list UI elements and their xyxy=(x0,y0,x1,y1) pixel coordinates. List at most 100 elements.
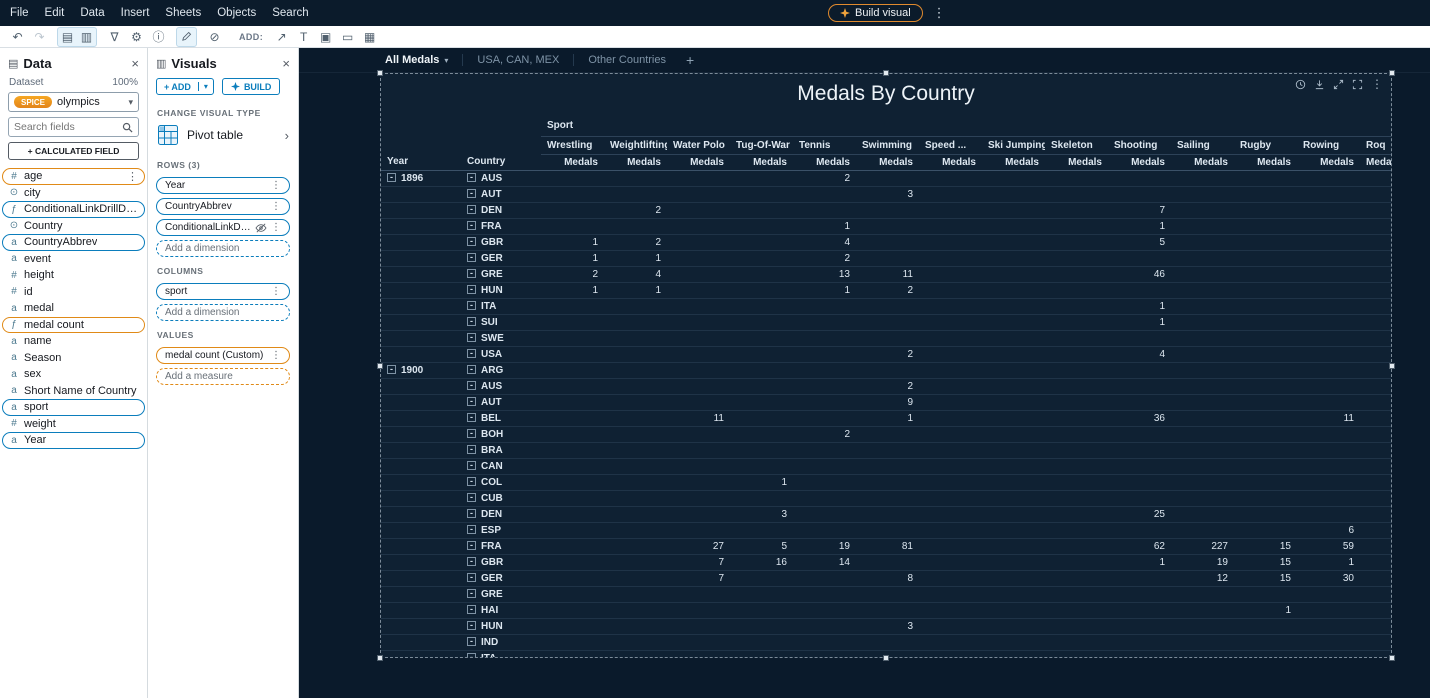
column-header-ski-jumping[interactable]: Ski Jumping xyxy=(982,136,1045,155)
visuals-panel-close-icon[interactable]: × xyxy=(282,55,290,71)
field-medal[interactable]: a medal xyxy=(2,300,145,317)
search-fields-input[interactable] xyxy=(14,121,118,133)
column-header-water-polo[interactable]: Water Polo xyxy=(667,136,730,155)
field-height[interactable]: # height xyxy=(2,267,145,284)
column-header-sailing[interactable]: Sailing xyxy=(1171,136,1234,155)
well-pill-conditionallinkdrilldown[interactable]: ConditionalLinkDrillDown ⋮ xyxy=(156,219,290,236)
collapse-icon[interactable]: - xyxy=(467,540,476,550)
collapse-icon[interactable]: - xyxy=(467,492,476,502)
column-header-rugby[interactable]: Rugby xyxy=(1234,136,1297,155)
parameters-icon[interactable]: ⚙ xyxy=(131,29,142,44)
pivot-grid-icon[interactable]: ▦ xyxy=(363,29,376,44)
field-menu-icon[interactable]: ⋮ xyxy=(127,170,138,183)
export-icon[interactable] xyxy=(1314,79,1325,90)
expand-icon[interactable] xyxy=(1333,79,1344,90)
collapse-icon[interactable]: - xyxy=(467,524,476,534)
well-pill-countryabbrev[interactable]: CountryAbbrev ⋮ xyxy=(156,198,290,215)
collapse-icon[interactable]: - xyxy=(467,252,476,262)
menu-item-search[interactable]: Search xyxy=(272,7,309,19)
column-header-tug-of-war[interactable]: Tug-Of-War xyxy=(730,136,793,155)
text-icon[interactable]: T xyxy=(299,29,308,44)
menu-item-file[interactable]: File xyxy=(10,7,29,19)
collapse-icon[interactable]: - xyxy=(387,364,396,374)
clock-icon[interactable] xyxy=(1295,79,1306,90)
menu-item-insert[interactable]: Insert xyxy=(120,7,150,19)
insights-icon[interactable]: ⓘ xyxy=(152,30,165,44)
field-countryabbrev[interactable]: a CountryAbbrev xyxy=(2,234,145,251)
build-visual-button[interactable]: Build visual xyxy=(828,4,923,22)
collapse-icon[interactable]: - xyxy=(467,476,476,486)
ban-icon[interactable]: ⊘ xyxy=(209,29,220,44)
collapse-icon[interactable]: - xyxy=(467,604,476,614)
resize-handle-w[interactable] xyxy=(377,362,383,369)
collapse-icon[interactable]: - xyxy=(387,172,396,182)
field-id[interactable]: # id xyxy=(2,284,145,301)
pivot-visual[interactable]: ⋮ Medals By Country Sport Wrestling Weight… xyxy=(377,70,1395,661)
collapse-icon[interactable]: - xyxy=(467,444,476,454)
collapse-icon[interactable]: - xyxy=(467,300,476,310)
well-pill-sport[interactable]: sport ⋮ xyxy=(156,283,290,300)
chevron-down-icon[interactable]: ▾ xyxy=(197,82,213,91)
collapse-icon[interactable]: - xyxy=(467,284,476,294)
column-header-wrestling[interactable]: Wrestling xyxy=(541,136,604,155)
add-sheet-button[interactable]: + xyxy=(685,52,695,68)
field-sport[interactable]: a sport xyxy=(2,399,145,416)
add-visual-button[interactable]: + ADD ▾ xyxy=(156,78,214,95)
resize-handle-se[interactable] xyxy=(1389,655,1395,661)
add-dimension-placeholder-rows[interactable]: Add a dimension xyxy=(156,240,290,257)
undo-icon[interactable]: ↶ xyxy=(12,29,23,44)
build-button[interactable]: BUILD xyxy=(221,78,281,95)
collapse-icon[interactable]: - xyxy=(467,572,476,582)
menu-item-data[interactable]: Data xyxy=(80,7,105,19)
field-name[interactable]: a name xyxy=(2,333,145,350)
maximize-icon[interactable] xyxy=(1352,79,1363,90)
collapse-icon[interactable]: - xyxy=(467,636,476,646)
collapse-icon[interactable]: - xyxy=(467,188,476,198)
menu-item-edit[interactable]: Edit xyxy=(44,7,65,19)
data-panel-close-icon[interactable]: × xyxy=(131,55,139,71)
collapse-icon[interactable]: - xyxy=(467,364,476,374)
pill-menu-icon[interactable]: ⋮ xyxy=(271,222,281,233)
menu-dots-icon[interactable]: ⋮ xyxy=(1371,77,1383,91)
field-sex[interactable]: a sex xyxy=(2,366,145,383)
column-header-speed[interactable]: Speed ... xyxy=(919,136,982,155)
collapse-icon[interactable]: - xyxy=(467,428,476,438)
collapse-icon[interactable]: - xyxy=(467,620,476,630)
field-weight[interactable]: # weight xyxy=(2,416,145,433)
field-conditionallinkdrilldown[interactable]: ƒ ConditionalLinkDrillDown xyxy=(2,201,145,218)
collapse-icon[interactable]: - xyxy=(467,316,476,326)
collapse-icon[interactable]: - xyxy=(467,412,476,422)
collapse-icon[interactable]: - xyxy=(467,588,476,598)
menu-item-objects[interactable]: Objects xyxy=(217,7,257,19)
menubar-menu-icon[interactable]: ⋮ xyxy=(932,5,946,20)
field-short-name-of-country[interactable]: a Short Name of Country xyxy=(2,383,145,400)
resize-handle-sw[interactable] xyxy=(377,655,383,661)
field-medal-count[interactable]: ƒ medal count xyxy=(2,316,145,333)
filter-icon[interactable]: ∇ xyxy=(110,29,119,44)
sheet-tab-all-medals[interactable]: All Medals ▾ xyxy=(385,54,449,66)
field-event[interactable]: a event xyxy=(2,251,145,268)
well-pill-medal-count-custom[interactable]: medal count (Custom) ⋮ xyxy=(156,347,290,364)
visual-type-selector[interactable]: Pivot table › xyxy=(148,121,298,151)
collapse-icon[interactable]: - xyxy=(467,396,476,406)
pill-menu-icon[interactable]: ⋮ xyxy=(271,286,281,297)
visual-frame-icon[interactable]: ▭ xyxy=(341,29,354,44)
collapse-icon[interactable]: - xyxy=(467,460,476,470)
image-icon[interactable]: ▣ xyxy=(319,29,332,44)
collapse-icon[interactable]: - xyxy=(467,332,476,342)
collapse-icon[interactable]: - xyxy=(467,652,476,657)
resize-handle-nw[interactable] xyxy=(377,70,383,76)
chevron-right-icon[interactable]: › xyxy=(284,127,289,143)
visuals-view-icon[interactable]: ▥ xyxy=(80,29,93,44)
pill-menu-icon[interactable]: ⋮ xyxy=(271,180,281,191)
pill-menu-icon[interactable]: ⋮ xyxy=(271,350,281,361)
edit-icon[interactable] xyxy=(177,28,196,46)
field-age[interactable]: # age ⋮ xyxy=(2,168,145,185)
field-year[interactable]: a Year xyxy=(2,432,145,449)
collapse-icon[interactable]: - xyxy=(467,556,476,566)
redo-icon[interactable]: ↷ xyxy=(34,29,45,44)
collapse-icon[interactable]: - xyxy=(467,508,476,518)
column-header-tennis[interactable]: Tennis xyxy=(793,136,856,155)
column-header-skeleton[interactable]: Skeleton xyxy=(1045,136,1108,155)
sheet-tab-usa-can-mex[interactable]: USA, CAN, MEX xyxy=(477,54,560,66)
